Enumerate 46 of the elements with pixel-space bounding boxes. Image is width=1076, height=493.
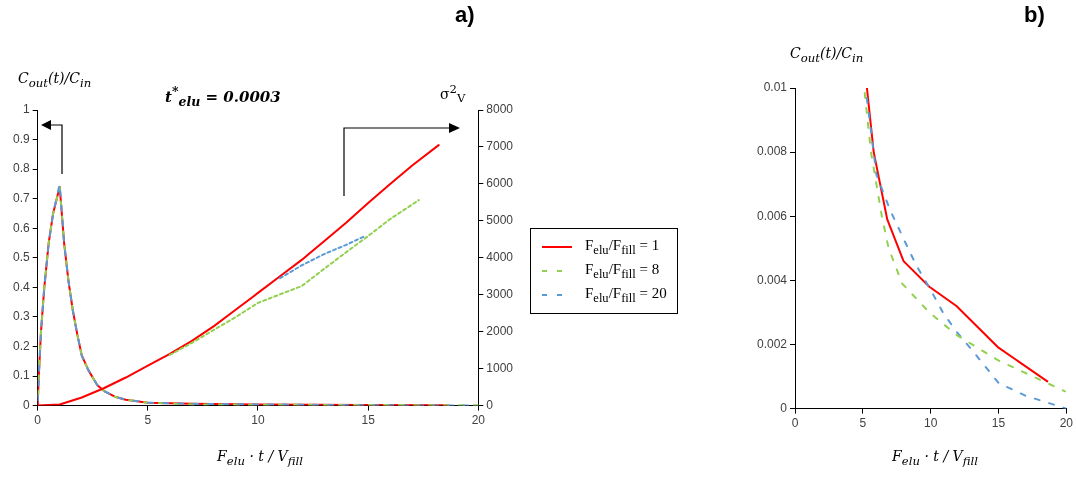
chart-title: b): [1024, 2, 1045, 28]
x-tick-label: 5: [859, 416, 867, 431]
y2-tick-label: 1000: [486, 360, 514, 375]
x-tick-label: 20: [471, 413, 486, 428]
x-tick-label: 5: [144, 413, 152, 428]
y-tick-label: 0.01: [763, 80, 788, 95]
y-tick-label: 0.1: [12, 368, 30, 383]
y2-tick-label: 7000: [486, 139, 514, 154]
x-axis-title: F$_{elu}$ · t / V$_{fill}$: [891, 448, 979, 468]
y-axis-title: C$_{out}$(t)/C$_{in}$: [790, 45, 864, 65]
y-tick-label: 0.5: [12, 250, 30, 265]
x-tick-label: 10: [251, 413, 265, 428]
y-tick-label: 0.4: [12, 279, 30, 294]
y2-tick-label: 3000: [486, 287, 514, 302]
y2-tick-label: 8000: [486, 102, 514, 117]
y2-tick-label: 5000: [486, 213, 514, 228]
y-tick-label: 1: [22, 102, 30, 117]
y2-tick-label: 2000: [486, 324, 514, 339]
y-tick-label: 0.2: [12, 338, 30, 353]
legend-label: F$_{elu}$/F$_{fill}$ = 1: [585, 236, 660, 258]
x-tick-label: 15: [361, 413, 376, 428]
y-tick-label: 0.004: [757, 272, 788, 287]
text: t$^{*}$$_{elu}$ = 0.0003: [165, 84, 281, 109]
y2-tick-label: 0: [486, 397, 494, 412]
x-tick-label: 15: [991, 416, 1006, 431]
x-tick-label: 0: [791, 416, 799, 431]
y-tick-label: 0: [780, 400, 788, 415]
y-tick-label: 0.6: [12, 220, 30, 235]
y-axis-title: C$_{out}$(t)/C$_{in}$: [18, 70, 92, 90]
y-tick-label: 0.9: [12, 131, 30, 146]
y-tick-label: 0.3: [12, 309, 30, 324]
y2-tick-label: 4000: [486, 250, 514, 265]
y-tick-label: 0.002: [757, 336, 788, 351]
legend-label: F$_{elu}$/F$_{fill}$ = 8: [585, 260, 660, 282]
x-tick-label: 20: [1059, 416, 1074, 431]
y-tick-label: 0.8: [12, 161, 30, 176]
y2-tick-label: 6000: [486, 176, 514, 191]
x-axis-title: F$_{elu}$ · t / V$_{fill}$: [216, 448, 304, 468]
chart-title: a): [455, 2, 475, 28]
x-tick-label: 10: [924, 416, 938, 431]
x-tick-label: 0: [34, 413, 42, 428]
y-tick-label: 0.008: [757, 144, 788, 159]
y-tick-label: 0.7: [12, 190, 30, 205]
y-tick-label: 0.006: [757, 208, 788, 223]
y-tick-label: 0: [22, 397, 30, 412]
legend-label: F$_{elu}$/F$_{fill}$ = 20: [585, 284, 667, 306]
